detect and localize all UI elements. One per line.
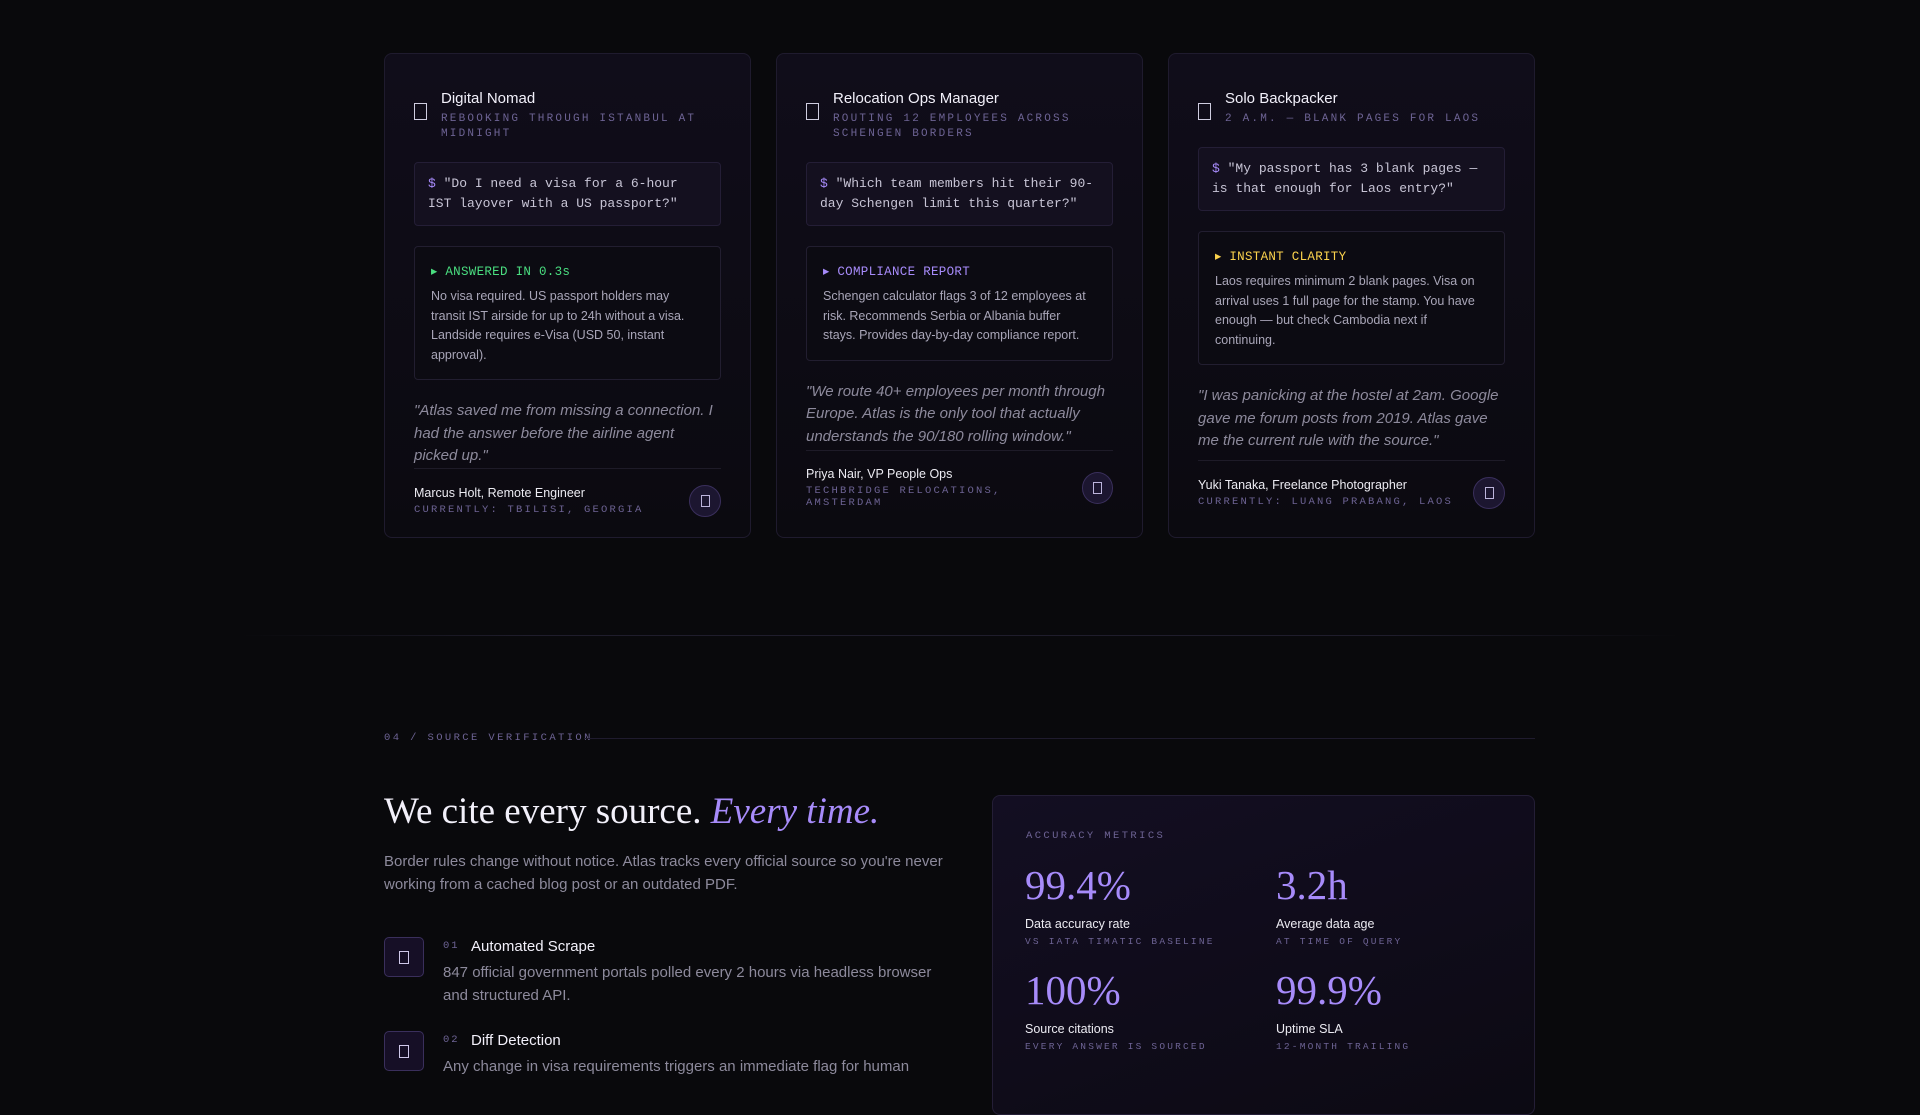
step-icon (384, 1031, 424, 1071)
query-text: "My passport has 3 blank pages — is that… (1212, 161, 1478, 196)
metrics-title: ACCURACY METRICS (1026, 830, 1166, 842)
heading-text: We cite every source. (384, 791, 702, 832)
metric-note: EVERY ANSWER IS SOURCED (1025, 1041, 1207, 1052)
query-box: $ "My passport has 3 blank pages — is th… (1198, 147, 1505, 211)
card-context: ROUTING 12 EMPLOYEES ACROSS SCHENGEN BOR… (833, 113, 1071, 140)
author-avatar (1081, 472, 1113, 504)
query-box: $ "Which team members hit their 90-day S… (806, 162, 1113, 226)
step-title: Automated Scrape (471, 938, 596, 955)
answer-label: ▸ INSTANT CLARITY (1215, 250, 1347, 264)
card-heading: Solo Backpacker 2 A.M. — BLANK PAGES FOR … (1225, 90, 1480, 127)
answer-text: No visa required. US passport holders ma… (431, 289, 685, 362)
author: Priya Nair, VP People Ops TECHBRIDGE RELO… (806, 467, 1082, 509)
card-footer: Yuki Tanaka, Freelance Photographer CURRE… (1198, 460, 1505, 509)
answer-box: ▸ COMPLIANCE REPORT Schengen calculator f… (806, 246, 1113, 361)
metrics-panel: ACCURACY METRICS 99.4% Data accuracy rate… (992, 795, 1535, 1115)
prompt-symbol: $ (820, 176, 828, 191)
step-text: Any change in visa requirements triggers… (443, 1058, 910, 1075)
metric-label: Source citations (1025, 1022, 1114, 1036)
author-avatar (689, 484, 721, 517)
author-name: Priya Nair, VP People Ops (806, 467, 953, 481)
author-location: CURRENTLY: LUANG PRABANG, LAOS (1198, 496, 1454, 508)
author-avatar (1473, 477, 1505, 509)
metric-value: 3.2h (1276, 862, 1348, 908)
page-body: Digital Nomad REBOOKING THROUGH ISTANBUL … (240, 53, 1680, 1115)
step-number: 01 (443, 940, 460, 952)
query-text: "Which team members hit their 90-day Sch… (820, 176, 1094, 211)
section-divider (240, 635, 1680, 636)
metric-note: AT TIME OF QUERY (1276, 936, 1403, 947)
author-name: Marcus Holt, Remote Engineer (414, 485, 585, 500)
prompt-symbol: $ (428, 176, 436, 191)
metric-label: Data accuracy rate (1025, 917, 1130, 931)
card-heading: Digital Nomad REBOOKING THROUGH ISTANBUL … (441, 90, 721, 142)
card-icon (806, 103, 819, 120)
metric-label: Uptime SLA (1276, 1022, 1343, 1036)
query-box: $ "Do I need a visa for a 6-hour IST lay… (414, 162, 721, 226)
section-eyebrow: 04 / SOURCE VERIFICATION (384, 732, 593, 744)
heading-emphasis: Every time. (710, 791, 880, 832)
card-footer: Marcus Holt, Remote Engineer CURRENTLY: T… (414, 467, 721, 517)
testimonial-quote: "Atlas saved me from missing a connectio… (414, 402, 713, 464)
section-heading: We cite every source. Every time. (384, 790, 879, 833)
section-intro: Border rules change without notice. Atla… (384, 853, 943, 893)
author-location: TECHBRIDGE RELOCATIONS, AMSTERDAM (806, 485, 1002, 509)
prompt-symbol: $ (1212, 161, 1220, 176)
testimonial-quote: "We route 40+ employees per month throug… (806, 382, 1105, 445)
step-title: Diff Detection (471, 1032, 561, 1049)
query-text: "Do I need a visa for a 6-hour IST layov… (428, 176, 678, 211)
metric-value: 100% (1025, 967, 1121, 1013)
metric-note: 12-MONTH TRAILING (1276, 1041, 1411, 1052)
answer-label: ▸ ANSWERED IN 0.3s (431, 265, 571, 279)
testimonial-card: Solo Backpacker 2 A.M. — BLANK PAGES FOR … (1168, 53, 1535, 538)
card-icon (1198, 103, 1211, 120)
author: Yuki Tanaka, Freelance Photographer CURRE… (1198, 478, 1453, 508)
card-heading: Relocation Ops Manager ROUTING 12 EMPLOYE… (833, 90, 1113, 142)
step-text: 847 official government portals polled e… (443, 964, 932, 1004)
author-location: CURRENTLY: TBILISI, GEORGIA (414, 503, 644, 516)
answer-text: Schengen calculator flags 3 of 12 employ… (823, 289, 1086, 342)
card-header: Digital Nomad REBOOKING THROUGH ISTANBUL … (414, 90, 721, 142)
card-header: Solo Backpacker 2 A.M. — BLANK PAGES FOR … (1198, 90, 1505, 127)
card-role: Solo Backpacker (1225, 90, 1338, 107)
testimonial-quote: "I was panicking at the hostel at 2am. G… (1198, 387, 1499, 449)
card-icon (414, 103, 427, 120)
testimonial-card: Digital Nomad REBOOKING THROUGH ISTANBUL … (384, 53, 751, 538)
author: Marcus Holt, Remote Engineer CURRENTLY: T… (414, 486, 644, 516)
answer-label: ▸ COMPLIANCE REPORT (823, 265, 970, 279)
card-context: REBOOKING THROUGH ISTANBUL AT MIDNIGHT (441, 113, 697, 140)
step-number: 02 (443, 1034, 460, 1046)
card-header: Relocation Ops Manager ROUTING 12 EMPLOYE… (806, 90, 1113, 142)
metric-value: 99.9% (1276, 967, 1382, 1013)
step-icon (384, 937, 424, 977)
metric-label: Average data age (1276, 917, 1375, 931)
metric-note: VS IATA TIMATIC BASELINE (1025, 936, 1215, 947)
testimonial-card: Relocation Ops Manager ROUTING 12 EMPLOYE… (776, 53, 1143, 538)
card-footer: Priya Nair, VP People Ops TECHBRIDGE RELO… (806, 450, 1113, 509)
author-name: Yuki Tanaka, Freelance Photographer (1198, 478, 1407, 492)
eyebrow-rule (584, 738, 1535, 739)
answer-box: ▸ ANSWERED IN 0.3s No visa required. US p… (414, 246, 721, 380)
answer-text: Laos requires minimum 2 blank pages. Vis… (1215, 274, 1475, 347)
page: Atlas {"testimonials": [ {"role": "Digit… (240, 53, 1680, 1115)
card-context: 2 A.M. — BLANK PAGES FOR LAOS (1225, 113, 1481, 125)
card-role: Relocation Ops Manager (833, 90, 999, 107)
answer-box: ▸ INSTANT CLARITY Laos requires minimum 2… (1198, 231, 1505, 365)
card-role: Digital Nomad (441, 90, 536, 107)
metric-value: 99.4% (1025, 862, 1131, 908)
